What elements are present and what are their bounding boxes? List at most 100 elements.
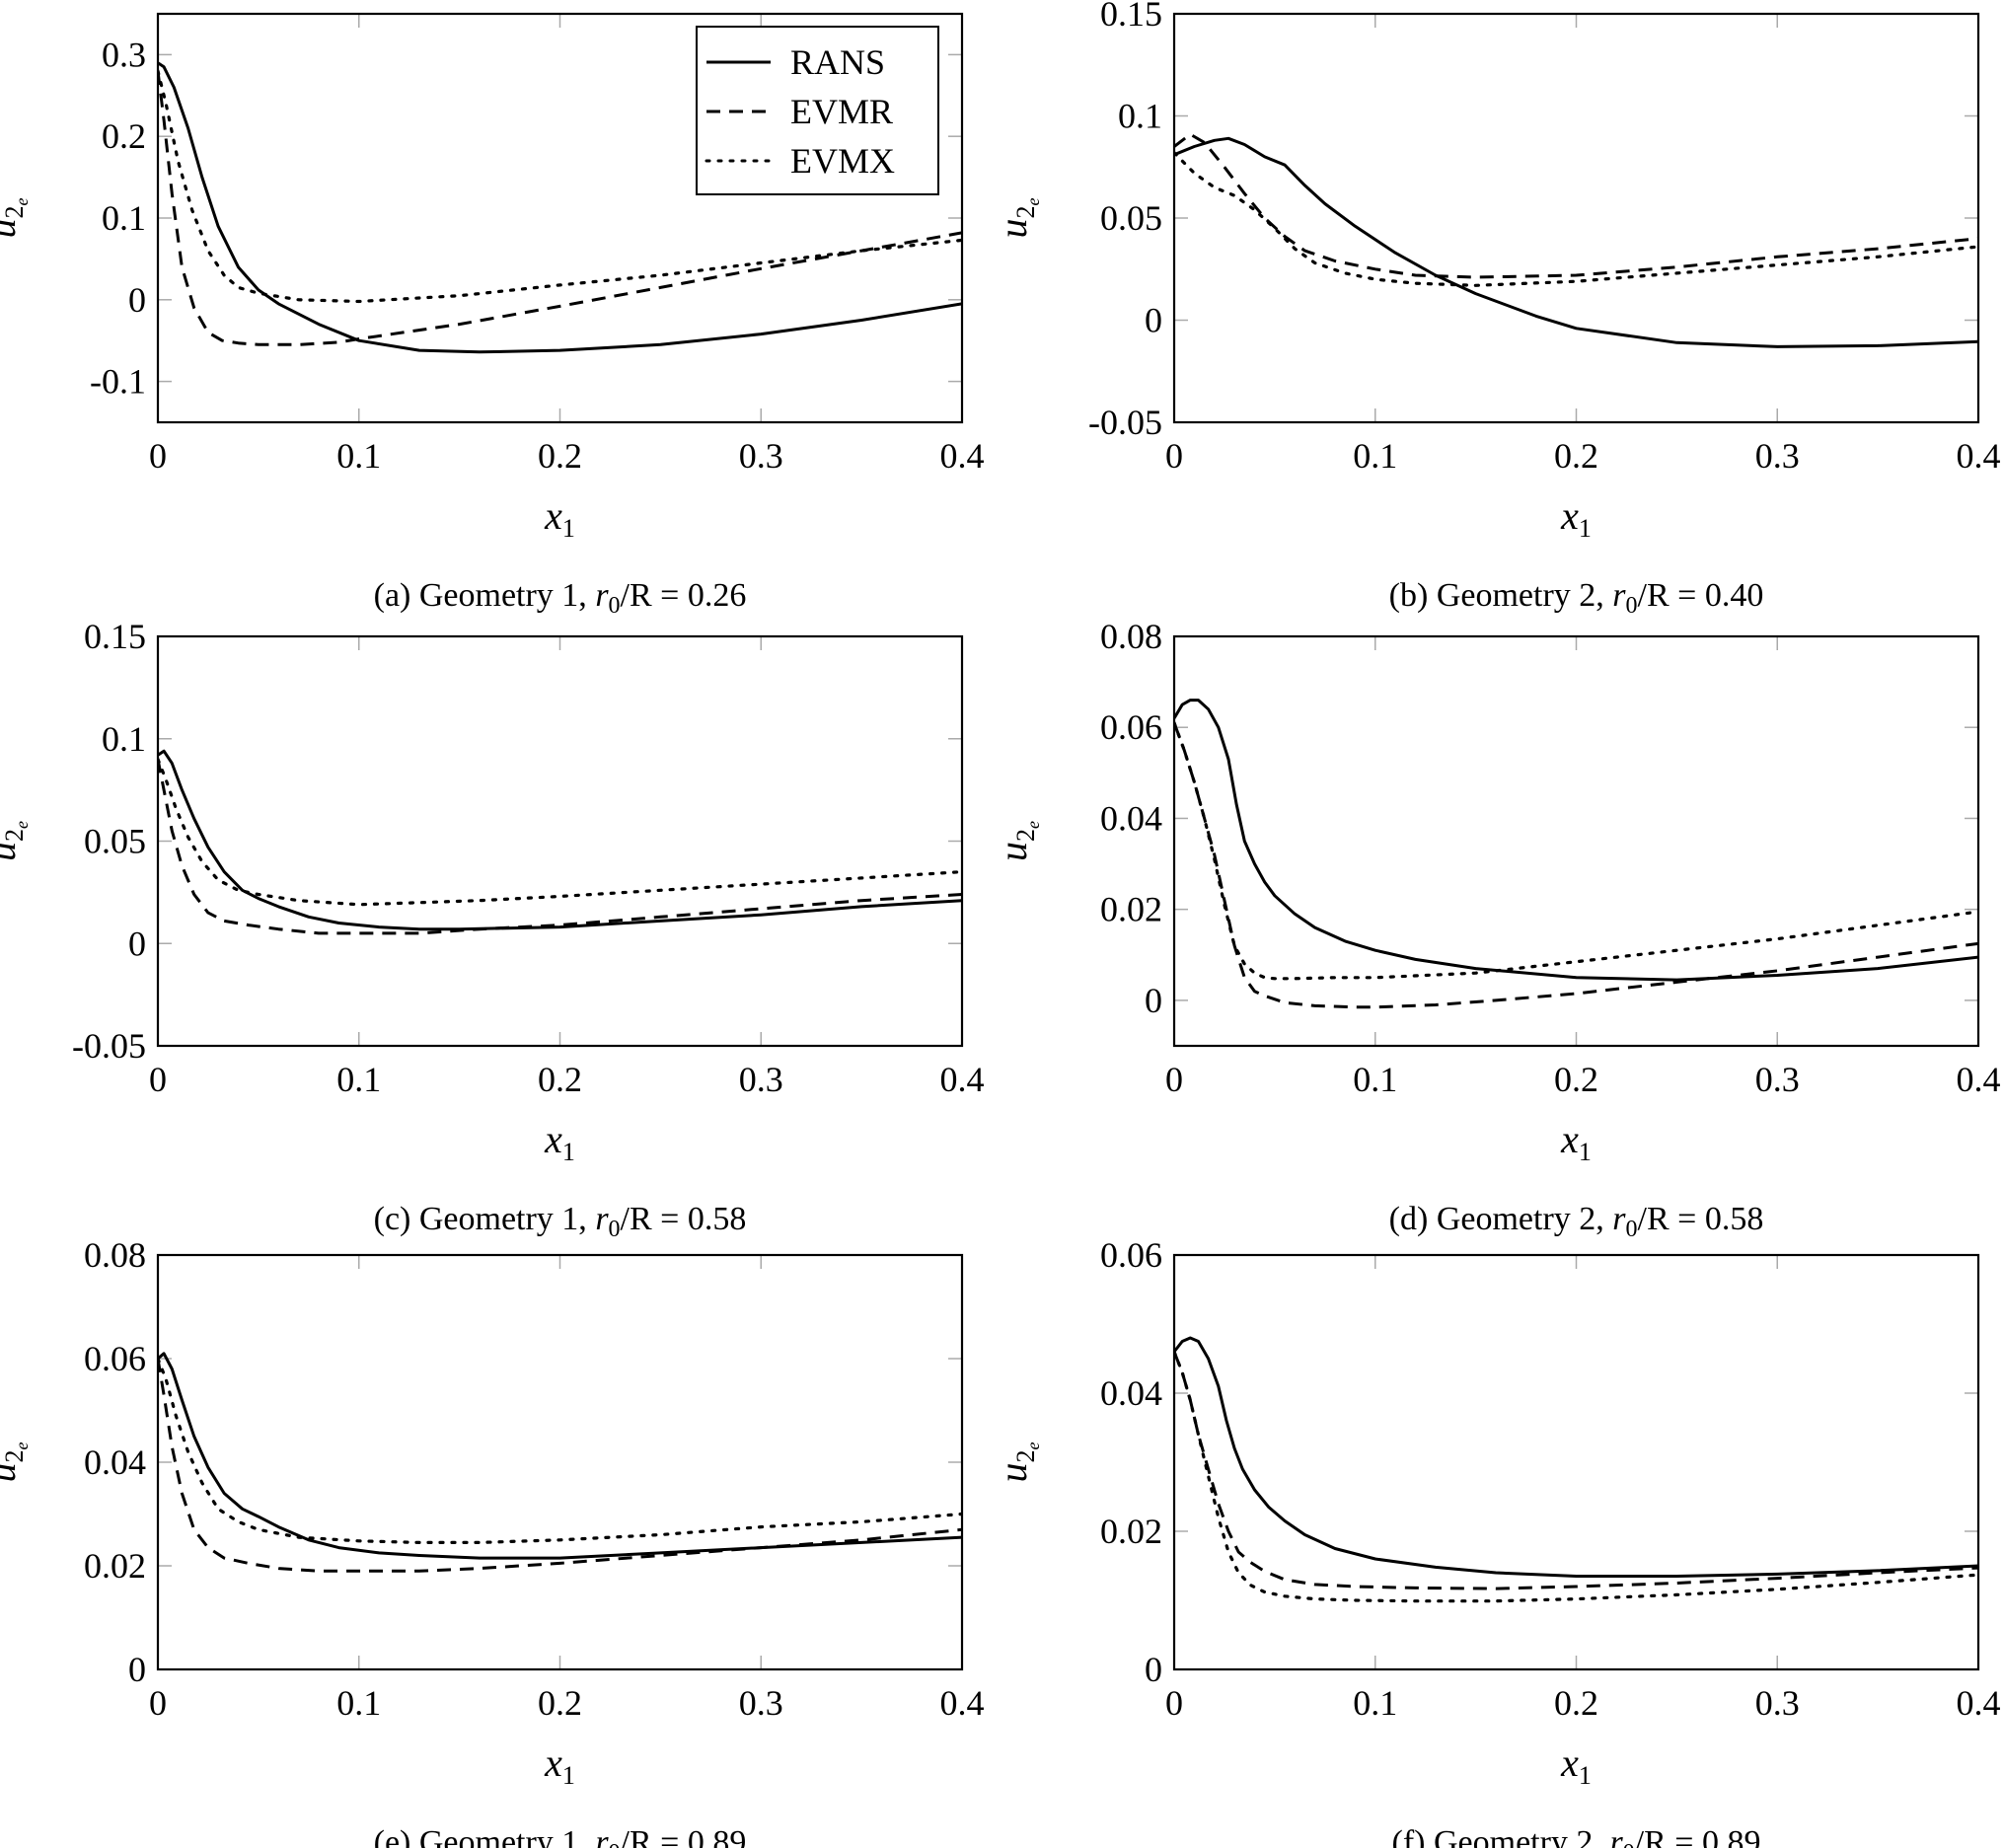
plot-frame xyxy=(156,634,964,1048)
y-tick-label: 0.15 xyxy=(1100,0,1162,34)
plot-frame xyxy=(1172,634,1980,1048)
y-tick-label: 0.15 xyxy=(84,617,146,656)
series-line-evmx xyxy=(158,1357,962,1544)
y-tick-label: 0 xyxy=(1145,301,1162,340)
y-axis-label: u2e xyxy=(991,198,1043,239)
y-tick-label: 0.08 xyxy=(84,1235,146,1275)
x-tick-label: 0.4 xyxy=(1957,1683,2001,1723)
panel-caption: (c) Geometry 1, r0/R = 0.58 xyxy=(374,1201,747,1242)
y-tick-label: 0.06 xyxy=(1100,707,1162,747)
y-tick-label: 0 xyxy=(128,924,146,963)
series-line-evmr xyxy=(158,1358,962,1573)
y-tick-label: -0.1 xyxy=(90,362,146,402)
x-axis-label: x1 xyxy=(1560,493,1592,543)
legend-label-evmr: EVMR xyxy=(790,92,893,131)
y-tick-label: 0.2 xyxy=(102,116,146,156)
panel-d: 0 0.1 0.2 0.3 0.4 0 0.02 0.04 0.06 0.08 x1 u2e (d) G… xyxy=(991,617,2001,1242)
plot-frame xyxy=(1172,1253,1980,1671)
y-axis-label: u2e xyxy=(0,821,32,861)
y-tick-label: 0.05 xyxy=(1100,198,1162,238)
panel-caption: (f) Geometry 2, r0/R = 0.89 xyxy=(1392,1824,1761,1848)
x-tick-label: 0.1 xyxy=(1353,1060,1397,1099)
panel-caption: (e) Geometry 1, r0/R = 0.89 xyxy=(374,1824,747,1848)
x-tick-label: 0.1 xyxy=(1353,1683,1397,1723)
y-axis-label: u2e xyxy=(0,1442,32,1483)
series-line-evmx xyxy=(158,69,962,304)
panel-caption: (d) Geometry 2, r0/R = 0.58 xyxy=(1389,1201,1764,1242)
x-axis-label: x1 xyxy=(544,493,575,543)
series-line-rans xyxy=(158,749,962,931)
x-tick-label: 0 xyxy=(1165,1683,1183,1723)
y-tick-label: 0.1 xyxy=(102,198,146,238)
series-line-evmx xyxy=(1174,721,1978,981)
x-tick-label: 0 xyxy=(149,1060,167,1099)
y-tick-label: 0.04 xyxy=(84,1442,146,1482)
legend-label-evmx: EVMX xyxy=(790,141,895,181)
x-tick-label: 0.4 xyxy=(1957,1060,2001,1099)
panel-caption: (a) Geometry 1, r0/R = 0.26 xyxy=(374,577,747,619)
y-tick-label: 0 xyxy=(128,1650,146,1689)
plot-frame xyxy=(156,12,964,424)
x-tick-label: 0 xyxy=(149,436,167,476)
legend: RANS EVMR EVMX xyxy=(696,26,939,195)
y-axis-label: u2e xyxy=(0,198,32,239)
x-tick-label: 0 xyxy=(149,1683,167,1723)
y-axis-label: u2e xyxy=(991,821,1043,861)
y-tick-label: 0.04 xyxy=(1100,1373,1162,1413)
y-tick-label: 0 xyxy=(128,280,146,320)
y-tick-label: 0 xyxy=(1145,981,1162,1020)
panel-a: 00.10.20.30.4-0.100.10.20.3x1u2e(a) Geom… xyxy=(0,12,985,619)
x-tick-label: 0.3 xyxy=(739,436,783,476)
y-tick-label: 0 xyxy=(1145,1650,1162,1689)
x-axis-label: x1 xyxy=(544,1740,575,1790)
x-axis-label: x1 xyxy=(1560,1740,1592,1790)
y-tick-label: 0.1 xyxy=(102,719,146,759)
y-tick-label: -0.05 xyxy=(1088,403,1162,442)
x-tick-label: 0.1 xyxy=(336,1060,381,1099)
x-axis-label: x1 xyxy=(1560,1117,1592,1166)
y-tick-label: 0.02 xyxy=(1100,890,1162,929)
x-tick-label: 0.4 xyxy=(1957,436,2001,476)
x-tick-label: 0.4 xyxy=(940,436,985,476)
y-tick-label: -0.05 xyxy=(72,1026,146,1066)
x-tick-label: 0.1 xyxy=(336,1683,381,1723)
x-tick-label: 0.3 xyxy=(1755,1060,1800,1099)
x-tick-label: 0.2 xyxy=(1554,436,1598,476)
x-tick-label: 0 xyxy=(1165,436,1183,476)
plot-frame xyxy=(1172,12,1980,424)
series-line-evmx xyxy=(158,757,962,907)
y-tick-label: 0.02 xyxy=(1100,1512,1162,1551)
legend-label-rans: RANS xyxy=(790,42,885,82)
x-tick-label: 0 xyxy=(1165,1060,1183,1099)
series-line-evmr xyxy=(1174,722,1978,1009)
y-tick-label: 0.06 xyxy=(1100,1235,1162,1275)
x-tick-label: 0.2 xyxy=(1554,1683,1598,1723)
y-tick-label: 0.02 xyxy=(84,1546,146,1586)
panel-e: 0 0.1 0.2 0.3 0.4 0 0.02 0.04 0.06 0.08 x1 u2e (e) G… xyxy=(0,1235,985,1848)
series-line-evmr xyxy=(158,70,962,346)
panel-caption: (b) Geometry 2, r0/R = 0.40 xyxy=(1389,577,1764,619)
x-tick-label: 0.4 xyxy=(940,1060,985,1099)
x-tick-label: 0.2 xyxy=(1554,1060,1598,1099)
y-tick-label: 0.04 xyxy=(1100,798,1162,838)
y-tick-label: 0.08 xyxy=(1100,617,1162,656)
series-line-rans xyxy=(1174,1336,1978,1578)
x-tick-label: 0.2 xyxy=(538,436,582,476)
y-tick-label: 0.3 xyxy=(102,35,146,74)
y-axis-label: u2e xyxy=(991,1442,1043,1483)
x-tick-label: 0.3 xyxy=(739,1060,783,1099)
series-line-evmx xyxy=(1174,1350,1978,1603)
panel-f: 0 0.1 0.2 0.3 0.4 0 0.02 0.04 0.06 x1 u2e (f) Geome… xyxy=(991,1235,2001,1848)
series-line-rans xyxy=(1174,136,1978,348)
series-line-rans xyxy=(1174,699,1978,982)
series-line-evmr xyxy=(158,759,962,935)
series-line-evmr xyxy=(1174,132,1978,279)
y-tick-label: 0.05 xyxy=(84,822,146,861)
series-line-evmr xyxy=(1174,1351,1978,1590)
series-line-evmx xyxy=(1174,151,1978,287)
x-tick-label: 0.3 xyxy=(739,1683,783,1723)
x-tick-label: 0.1 xyxy=(1353,436,1397,476)
